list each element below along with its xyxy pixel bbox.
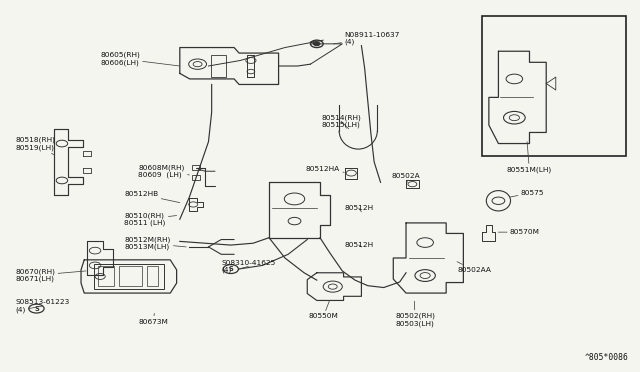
Text: 80673M: 80673M: [138, 313, 168, 324]
Circle shape: [314, 42, 320, 46]
Bar: [147, 266, 158, 286]
Bar: [211, 55, 226, 77]
Text: ^805*0086: ^805*0086: [585, 353, 629, 362]
Text: S: S: [228, 266, 233, 272]
Text: 80605(RH)
80606(LH): 80605(RH) 80606(LH): [100, 52, 180, 66]
Text: 80502A: 80502A: [392, 173, 420, 182]
Text: N08911-10637
(4): N08911-10637 (4): [333, 32, 399, 45]
Text: 80551M(LH): 80551M(LH): [507, 142, 552, 173]
Text: 80550M: 80550M: [308, 301, 339, 319]
Text: 80512HA: 80512HA: [306, 166, 344, 172]
Text: 80512HB: 80512HB: [124, 192, 180, 203]
Text: N: N: [309, 41, 314, 46]
Text: 80510(RH)
80511 (LH): 80510(RH) 80511 (LH): [124, 212, 177, 226]
Text: 80512M(RH)
80513M(LH): 80512M(RH) 80513M(LH): [124, 236, 186, 250]
Text: 80575: 80575: [510, 190, 544, 197]
Text: 80670(RH)
80671(LH): 80670(RH) 80671(LH): [15, 268, 86, 282]
Text: 80502(RH)
80503(LH): 80502(RH) 80503(LH): [395, 301, 435, 327]
Bar: [192, 165, 200, 170]
Bar: [99, 266, 114, 286]
Bar: [483, 16, 626, 157]
Text: S08310-41625
(4): S08310-41625 (4): [221, 260, 275, 273]
Text: 80502AA: 80502AA: [457, 262, 491, 273]
Text: S: S: [34, 305, 39, 312]
Text: 80570M: 80570M: [499, 229, 540, 235]
Text: 80514(RH)
80515(LH): 80514(RH) 80515(LH): [321, 114, 361, 129]
Text: S08513-61223
(4): S08513-61223 (4): [15, 299, 70, 313]
Bar: [192, 175, 200, 180]
Text: 80512H: 80512H: [344, 242, 373, 248]
Text: 80608M(RH)
80609  (LH): 80608M(RH) 80609 (LH): [138, 164, 189, 178]
Text: 80512H: 80512H: [344, 205, 373, 212]
Bar: [119, 266, 141, 286]
Text: 80518(RH)
80519(LH): 80518(RH) 80519(LH): [15, 137, 56, 155]
Bar: [94, 263, 164, 289]
